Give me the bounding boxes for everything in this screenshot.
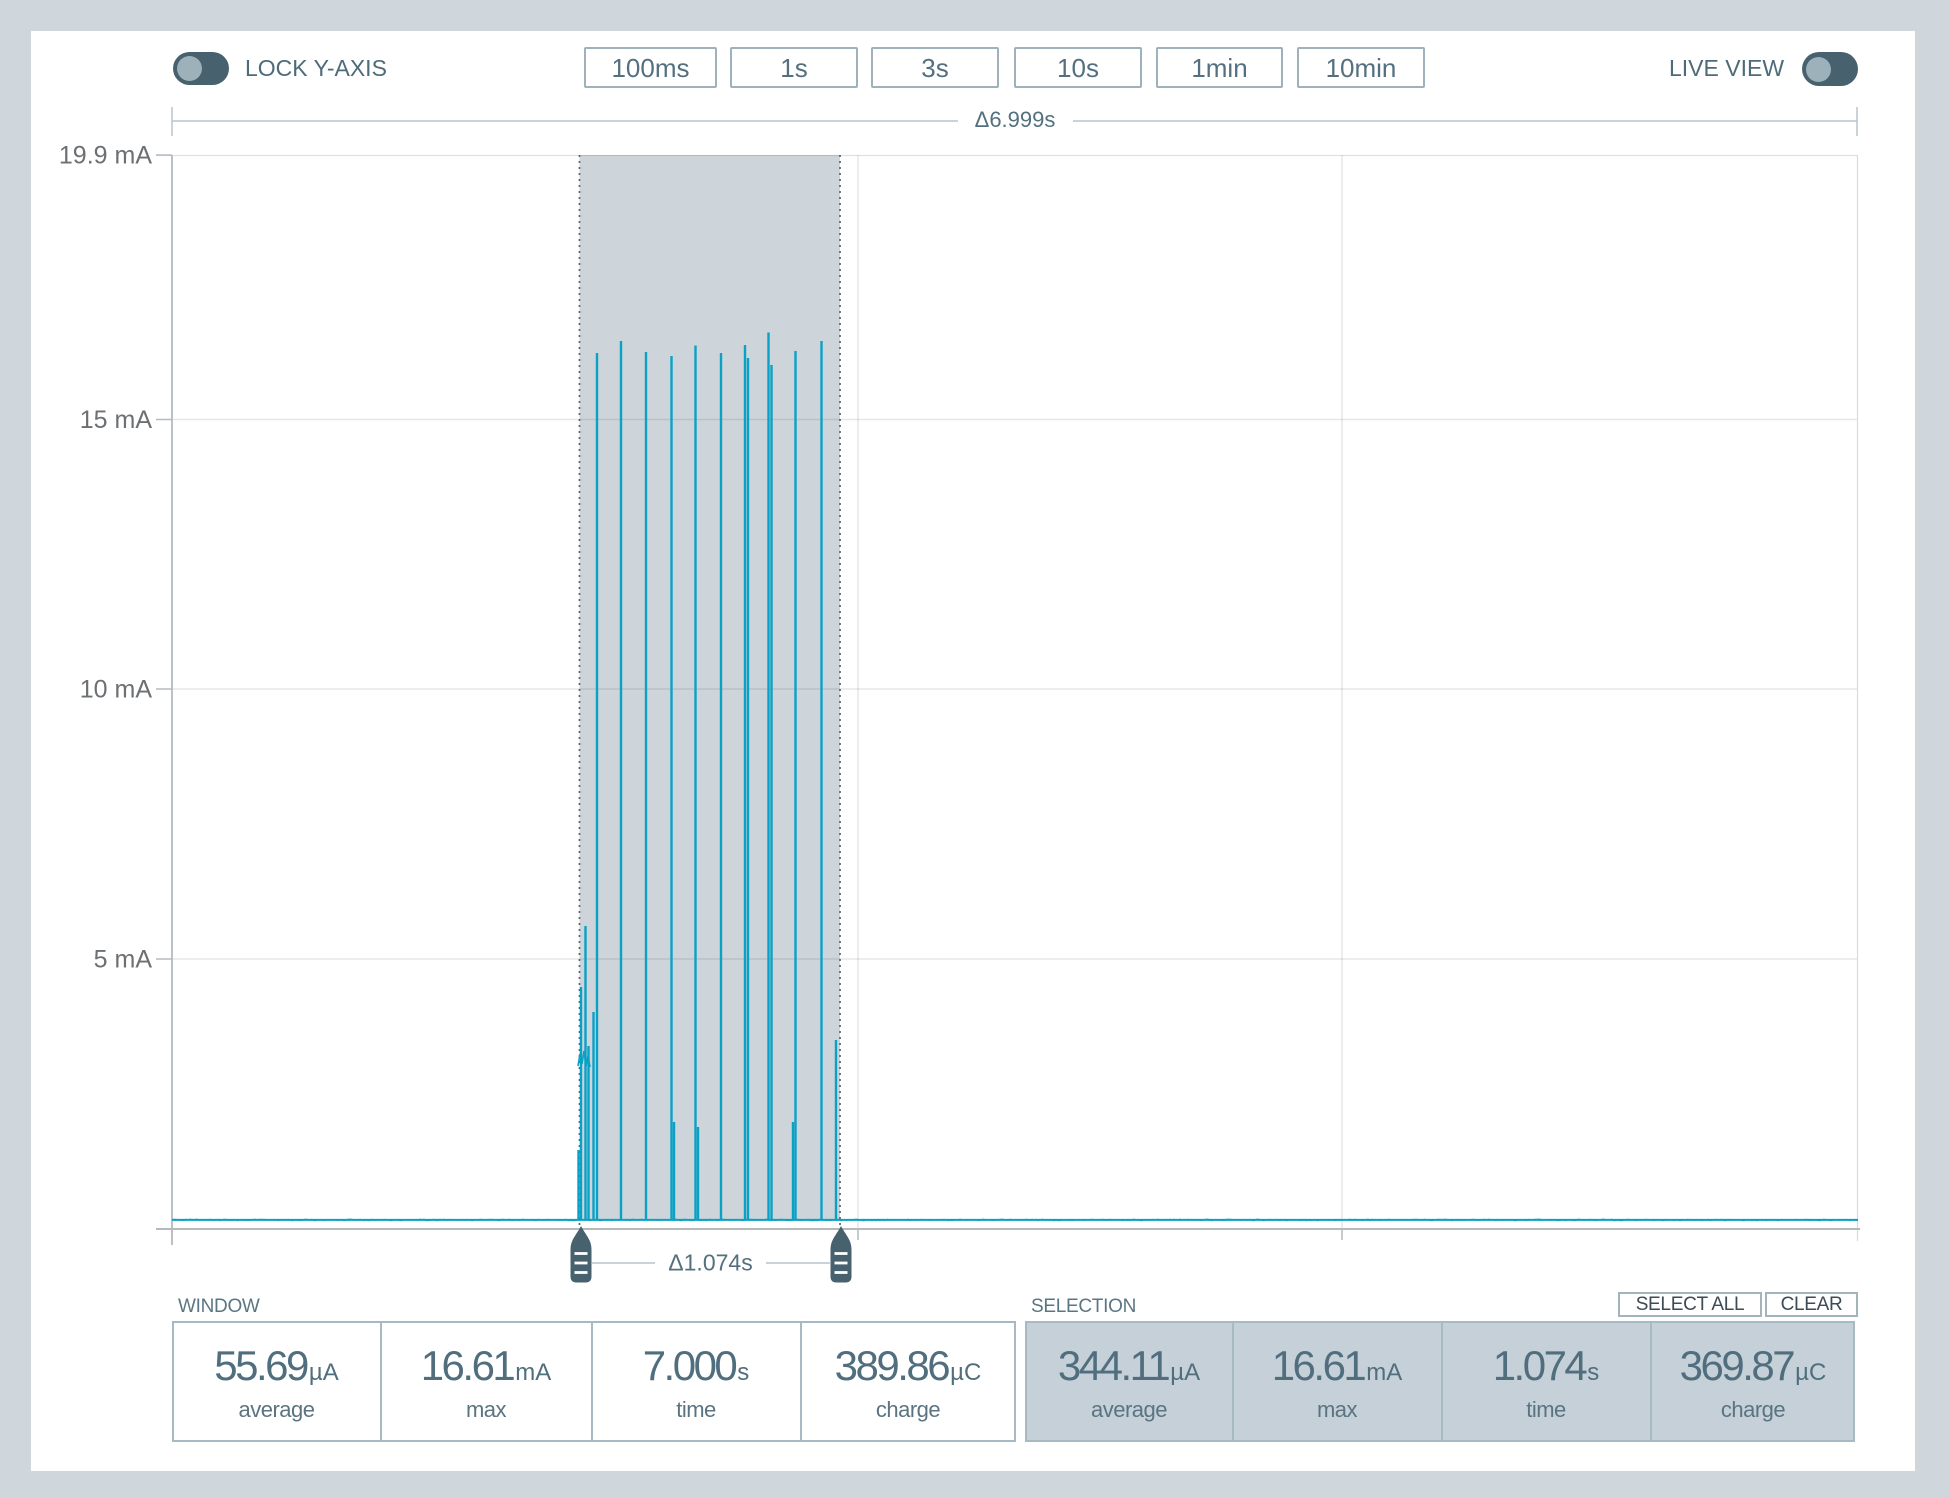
svg-text:15 mA: 15 mA — [80, 406, 153, 434]
svg-text:10 mA: 10 mA — [80, 676, 153, 704]
svg-text:19.9 mA: 19.9 mA — [59, 142, 152, 170]
svg-text:Δ6.999s: Δ6.999s — [975, 107, 1056, 132]
svg-text:Δ1.074s: Δ1.074s — [668, 1250, 752, 1276]
svg-text:5 mA: 5 mA — [94, 946, 153, 974]
